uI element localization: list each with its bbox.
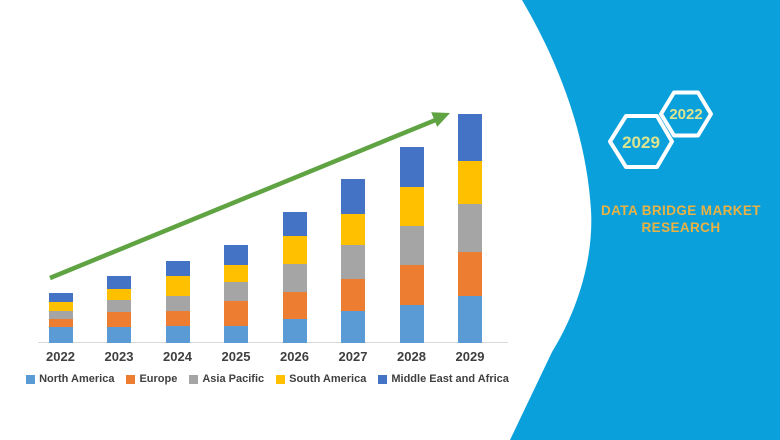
- bar-segment-north-america-2027: [341, 311, 365, 343]
- bar-segment-europe-2026: [282, 292, 307, 319]
- legend-label: South America: [289, 373, 367, 385]
- legend-label: Middle East and Africa: [391, 373, 509, 385]
- brand-name: DATA BRIDGE MARKET RESEARCH: [581, 202, 780, 236]
- x-axis-label-2022: 2022: [46, 349, 75, 364]
- bar-segment-asia-pacific-2022: [48, 311, 73, 319]
- x-axis-label-2026: 2026: [280, 349, 309, 364]
- legend-marker-icon: [276, 374, 286, 384]
- stacked-bar-2023: [107, 276, 131, 343]
- legend-item-south-america: South America: [276, 373, 366, 385]
- legend-label: Europe: [139, 373, 178, 385]
- bar-segment-south-america-2029: [458, 161, 482, 204]
- legend-item-north-america: North America: [26, 373, 114, 385]
- bar-segment-europe-2029: [458, 252, 482, 296]
- bar-segment-europe-2022: [48, 319, 73, 327]
- x-axis-label-2029: 2029: [455, 349, 485, 364]
- bar-segment-south-america-2023: [107, 289, 131, 300]
- stacked-bar-2029: [458, 114, 482, 343]
- hexagon-2022-label: 2022: [669, 106, 703, 123]
- legend-label: Asia Pacific: [202, 373, 265, 385]
- brand-name-line2: RESEARCH: [641, 220, 721, 235]
- hexagon-2029-label: 2029: [622, 133, 660, 152]
- bar-segment-north-america-2024: [165, 326, 190, 343]
- legend-marker-icon: [126, 374, 136, 384]
- bar-segment-north-america-2022: [48, 327, 73, 343]
- bar-segment-europe-2027: [341, 279, 365, 311]
- x-axis-line: [38, 342, 508, 343]
- bar-segment-asia-pacific-2025: [224, 282, 248, 301]
- bar-segment-europe-2023: [107, 312, 131, 327]
- legend-label: North America: [39, 373, 115, 385]
- x-axis-label-2027: 2027: [338, 349, 368, 364]
- bar-segment-south-america-2024: [165, 276, 190, 296]
- x-axis-label-2024: 2024: [163, 349, 192, 364]
- bar-segment-asia-pacific-2024: [165, 296, 190, 311]
- brand-name-line1: DATA BRIDGE MARKET: [601, 203, 761, 218]
- bar-segment-south-america-2022: [48, 302, 73, 311]
- legend-item-europe: Europe: [126, 373, 177, 385]
- bar-segment-north-america-2029: [458, 296, 482, 343]
- x-axis-label-2028: 2028: [397, 349, 426, 364]
- hexagon-2022-icon: [659, 90, 713, 138]
- brand-panel-shape: [510, 0, 780, 440]
- bar-segment-north-america-2025: [224, 326, 248, 343]
- legend-marker-icon: [189, 374, 199, 384]
- x-axis-label-2025: 2025: [221, 349, 251, 364]
- bar-segment-north-america-2023: [107, 327, 131, 343]
- legend-item-middle-east-and-africa: Middle East and Africa: [378, 373, 509, 385]
- legend-item-asia-pacific: Asia Pacific: [189, 373, 264, 385]
- bar-segment-asia-pacific-2029: [458, 204, 482, 252]
- x-axis-label-2023: 2023: [104, 349, 134, 364]
- bar-segment-north-america-2028: [399, 305, 424, 343]
- legend-marker-icon: [26, 374, 36, 384]
- legend-marker-icon: [378, 374, 388, 384]
- bar-segment-north-america-2026: [282, 319, 307, 343]
- bar-segment-middle-east-and-africa-2029: [458, 114, 482, 161]
- bar-segment-asia-pacific-2023: [107, 300, 131, 312]
- bar-segment-middle-east-and-africa-2022: [48, 293, 73, 302]
- legend: North America Europe Asia Pacific South Ame…: [0, 373, 535, 385]
- hexagon-2029-icon: [608, 114, 674, 169]
- bar-segment-europe-2025: [224, 301, 248, 326]
- stacked-bar-2022: [48, 293, 73, 343]
- bar-segment-europe-2024: [165, 311, 190, 326]
